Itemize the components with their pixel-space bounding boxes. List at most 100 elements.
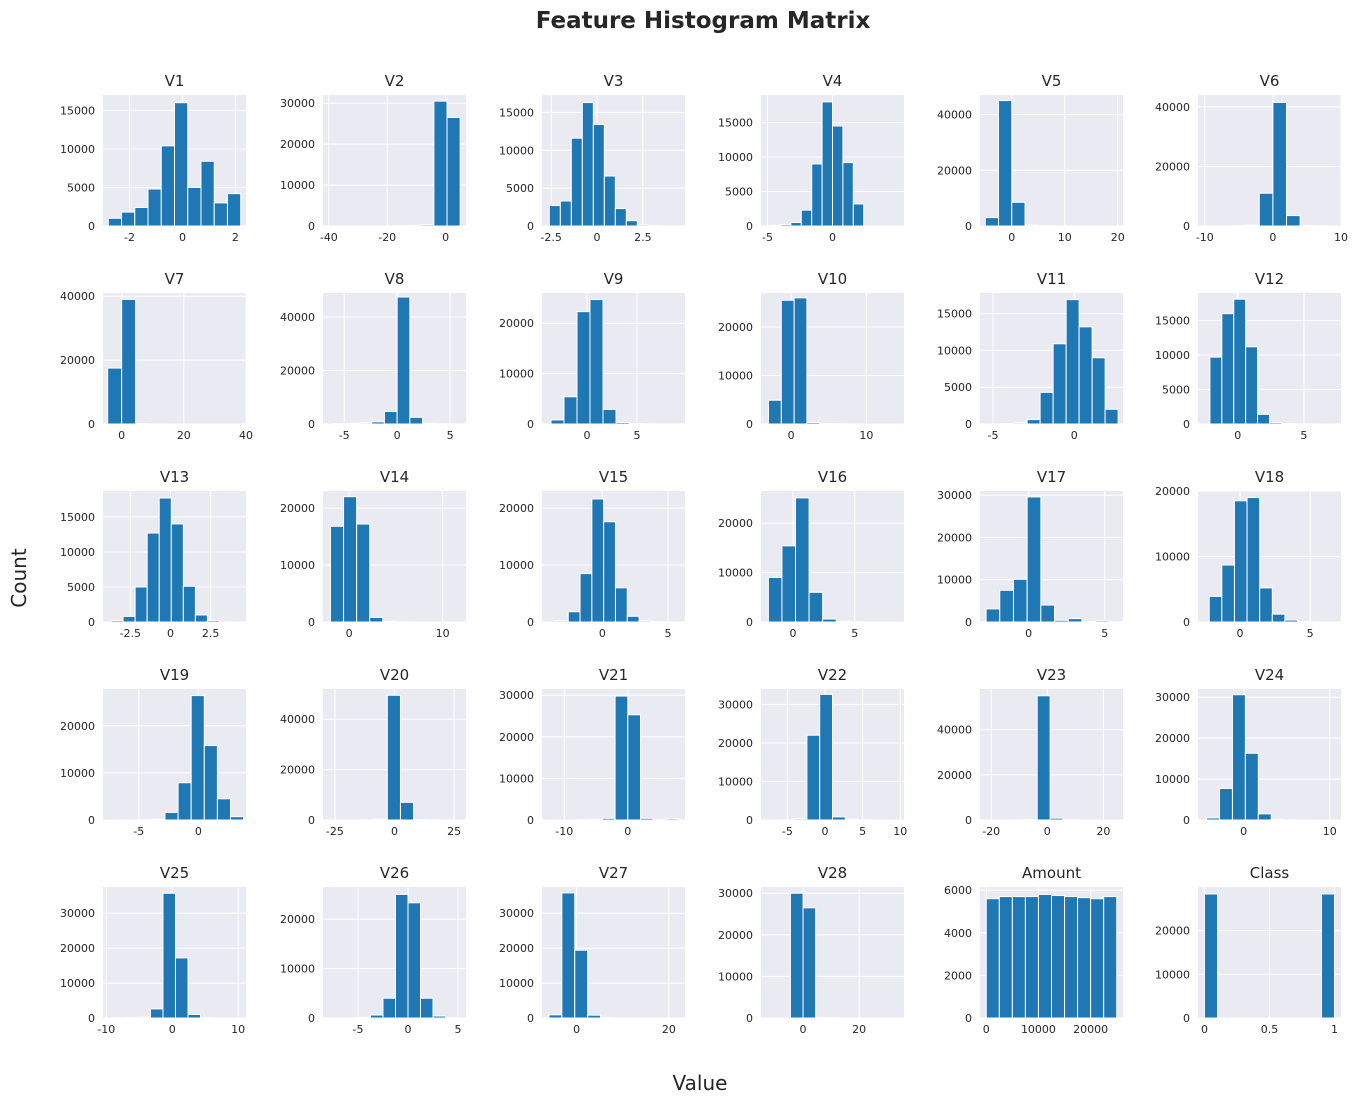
bar-v19 <box>230 816 245 821</box>
y-tick-label-v11: 0 <box>965 418 972 431</box>
bar-v16 <box>808 591 824 623</box>
panel-title-v3: V3 <box>604 72 624 90</box>
panel-class: Class 0 0.5 1 0 10000 20000 <box>1155 864 1341 1036</box>
y-tick-label-v22: 10000 <box>718 775 753 788</box>
y-tick-label-v19: 20000 <box>60 720 95 733</box>
bar-v23 <box>1036 695 1051 821</box>
bar-v4 <box>842 162 854 227</box>
bar-v15 <box>555 620 569 623</box>
bar-v11 <box>1039 391 1054 425</box>
panel-title-v26: V26 <box>380 864 409 882</box>
bar-v19 <box>203 745 218 821</box>
bar-v26 <box>407 902 421 1019</box>
bar-v1 <box>187 186 202 227</box>
bar-v21 <box>665 818 680 821</box>
bar-v11 <box>1013 422 1028 425</box>
x-tick-label-v8: -5 <box>339 429 350 442</box>
bar-v18 <box>1221 564 1235 623</box>
y-tick-label-amount: 0 <box>965 1012 972 1025</box>
x-tick-label-v18: 5 <box>1307 627 1314 640</box>
bar-v13 <box>122 615 136 623</box>
panel-v19: V19 -5 0 0 10000 20000 <box>60 666 246 838</box>
bar-v9 <box>589 299 604 425</box>
bar-v24 <box>1257 813 1272 821</box>
bar-v19 <box>151 818 166 821</box>
bar-amount <box>998 896 1013 1019</box>
bar-v6 <box>1299 224 1315 227</box>
y-tick-label-v2: 0 <box>308 220 315 233</box>
y-tick-label-v25: 10000 <box>60 977 95 990</box>
y-tick-label-v13: 15000 <box>60 511 95 524</box>
bar-v26 <box>420 997 434 1019</box>
x-tick-label-v13: 0 <box>167 627 174 640</box>
panel-title-v5: V5 <box>1042 72 1062 90</box>
y-tick-label-v11: 15000 <box>937 308 972 321</box>
bar-v1 <box>121 211 136 227</box>
bar-amount <box>1011 896 1026 1019</box>
panel-amount: Amount 0 10000 20000 0 2000 4000 6000 <box>944 864 1123 1036</box>
bar-v8 <box>422 422 436 425</box>
bar-v22 <box>832 816 846 821</box>
bar-v6 <box>1245 224 1260 227</box>
y-tick-label-class: 10000 <box>1155 968 1190 981</box>
panel-title-v7: V7 <box>165 270 185 288</box>
y-tick-label-v13: 5000 <box>67 581 95 594</box>
x-tick-label-v15: 5 <box>664 627 671 640</box>
x-tick-label-class: 1 <box>1331 1023 1338 1036</box>
bar-v12 <box>1257 413 1271 425</box>
bar-v25 <box>174 957 189 1019</box>
panel-v21: V21 -10 0 0 10000 20000 30000 <box>499 666 685 838</box>
y-tick-label-v10: 10000 <box>718 369 753 382</box>
bar-v16 <box>835 620 851 623</box>
x-tick-label-class: 0 <box>1201 1023 1208 1036</box>
y-tick-label-v20: 0 <box>308 814 315 827</box>
bar-v19 <box>164 811 179 821</box>
bar-v20 <box>373 818 388 821</box>
bar-v2 <box>433 100 448 227</box>
x-tick-label-v14: 10 <box>436 627 450 640</box>
y-tick-label-v14: 0 <box>308 616 315 629</box>
y-tick-label-v17: 30000 <box>937 489 972 502</box>
x-tick-label-v11: 0 <box>1071 429 1078 442</box>
bar-v6 <box>1258 192 1274 227</box>
figure-xlabel: Value <box>673 1071 728 1095</box>
bar-v16 <box>767 577 783 623</box>
panel-v7: V7 0 20 40 0 20000 40000 <box>60 270 253 442</box>
bar-v15 <box>626 615 640 623</box>
panel-v10: V10 0 10 0 10000 20000 <box>718 270 904 442</box>
bar-v16 <box>822 618 837 623</box>
panel-title-v25: V25 <box>160 864 189 882</box>
bar-v13 <box>194 614 208 623</box>
bar-v1 <box>226 193 242 227</box>
y-tick-label-v13: 0 <box>88 616 95 629</box>
bar-v18 <box>1208 595 1223 623</box>
bar-v1 <box>160 145 176 227</box>
y-tick-label-v27: 30000 <box>499 907 534 920</box>
bar-v3 <box>636 224 649 227</box>
bar-v13 <box>182 585 196 623</box>
x-tick-label-v9: 5 <box>634 429 641 442</box>
bar-v28 <box>802 907 817 1019</box>
x-tick-label-v28: 20 <box>852 1023 866 1036</box>
bar-v27 <box>548 1014 563 1019</box>
bar-v15 <box>614 587 628 623</box>
y-tick-label-v27: 20000 <box>499 942 534 955</box>
x-tick-label-v23: 20 <box>1096 825 1110 838</box>
bar-v1 <box>134 207 149 227</box>
bar-v27 <box>574 949 589 1019</box>
x-tick-label-v6: 10 <box>1334 231 1348 244</box>
x-tick-label-v19: -5 <box>133 825 144 838</box>
x-tick-label-class: 0.5 <box>1261 1023 1279 1036</box>
y-tick-label-v28: 30000 <box>718 887 753 900</box>
bar-v8 <box>345 422 360 425</box>
figure-ylabel: Count <box>7 548 31 608</box>
bar-v11 <box>1091 357 1106 425</box>
panel-v26: V26 -5 0 5 0 10000 20000 <box>280 864 466 1036</box>
x-tick-label-v11: -5 <box>988 429 999 442</box>
bar-v19 <box>177 782 192 821</box>
bar-v15 <box>603 521 616 623</box>
panel-v15: V15 0 5 0 10000 20000 <box>499 468 685 640</box>
x-tick-label-amount: 10000 <box>1021 1023 1056 1036</box>
y-tick-label-v11: 10000 <box>937 344 972 357</box>
x-tick-label-v21: 0 <box>624 825 631 838</box>
